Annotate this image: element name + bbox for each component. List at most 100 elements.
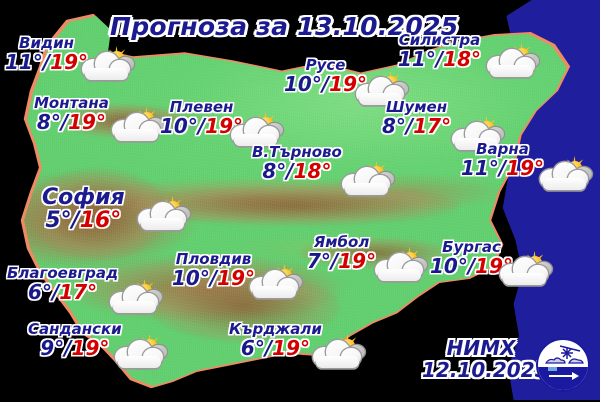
temp-separator: / bbox=[51, 279, 60, 304]
city-name: Русе bbox=[305, 56, 346, 74]
city-forecast: Шумен 8°/17° bbox=[382, 98, 452, 138]
temp-separator: / bbox=[435, 46, 444, 71]
city-forecast: В.Търново 8°/18° bbox=[252, 143, 342, 183]
city-name: Сандански bbox=[28, 320, 122, 338]
city-name: Кърджали bbox=[229, 320, 322, 338]
temp-max: 16° bbox=[79, 208, 122, 234]
ridge-rhodope bbox=[150, 272, 340, 342]
city-temperatures: 10°/19° bbox=[172, 265, 255, 290]
city-name: В.Търново bbox=[252, 143, 342, 161]
city-forecast: Кърджали 6°/19° bbox=[229, 320, 322, 360]
temp-min: 9° bbox=[40, 335, 65, 360]
temp-min: 8° bbox=[36, 109, 61, 134]
temp-min: 11° bbox=[398, 46, 436, 71]
temp-min: 11° bbox=[461, 155, 499, 180]
logo-glyphs bbox=[544, 345, 584, 380]
city-name: Силистра bbox=[398, 31, 481, 49]
issue-date: 12.10.2025 bbox=[422, 357, 549, 382]
temp-min: 10° bbox=[160, 113, 198, 138]
temp-separator: / bbox=[60, 109, 69, 134]
city-temperatures: 11°/19° bbox=[5, 49, 88, 74]
sun-behind-cloud-icon bbox=[313, 334, 365, 369]
temp-separator: / bbox=[71, 208, 80, 234]
city-temperatures: 5°/16° bbox=[42, 209, 125, 232]
cloud-base bbox=[359, 93, 402, 105]
sun-behind-cloud-icon bbox=[487, 43, 539, 78]
temp-min: 10° bbox=[172, 265, 210, 290]
city-temperatures: 6°/17° bbox=[7, 279, 118, 304]
city-forecast: Благоевград 6°/17° bbox=[7, 264, 119, 304]
city-temperatures: 8°/17° bbox=[382, 113, 452, 138]
cloud-base bbox=[141, 218, 184, 230]
city-forecast: Русе 10°/19° bbox=[284, 56, 367, 96]
city-forecast: Видин 11°/19° bbox=[5, 34, 88, 74]
city-forecast: Силистра 11°/18° bbox=[398, 31, 481, 71]
temp-max: 18° bbox=[443, 46, 481, 71]
temp-min: 10° bbox=[430, 253, 468, 278]
sun-behind-cloud-icon bbox=[82, 46, 134, 81]
cloud-base bbox=[85, 68, 128, 80]
city-temperatures: 7°/19° bbox=[307, 248, 376, 273]
temp-separator: / bbox=[286, 158, 294, 183]
city-name: Видин bbox=[19, 34, 74, 52]
city-temperatures: 11°/18° bbox=[398, 46, 481, 71]
cloud-base bbox=[455, 138, 498, 150]
sun-behind-cloud-icon bbox=[138, 196, 190, 231]
city-name: Пловдив bbox=[175, 250, 252, 268]
cloud-base bbox=[253, 286, 296, 298]
city-name: Шумен bbox=[385, 98, 448, 116]
temp-separator: / bbox=[264, 335, 273, 360]
city-temperatures: 10°/19° bbox=[284, 71, 367, 96]
cloud-base bbox=[503, 273, 546, 285]
city-temperatures: 8°/18° bbox=[252, 158, 342, 183]
city-name: Плевен bbox=[169, 98, 234, 116]
temp-min: 8° bbox=[262, 158, 287, 183]
city-forecast: Пловдив 10°/19° bbox=[172, 250, 255, 290]
temp-min: 11° bbox=[5, 49, 43, 74]
temp-separator: / bbox=[64, 335, 72, 360]
temp-max: 17° bbox=[413, 113, 452, 138]
temp-separator: / bbox=[498, 155, 507, 180]
temp-max: 19° bbox=[68, 109, 106, 134]
city-name: Монтана bbox=[34, 94, 109, 112]
city-forecast: Монтана 8°/19° bbox=[34, 94, 109, 134]
city-name: София bbox=[42, 185, 125, 210]
cloud-base bbox=[234, 134, 277, 146]
city-name: Варна bbox=[476, 140, 529, 158]
nimh-institute-logo-icon bbox=[536, 338, 590, 392]
footer-credit: НИМХ 12.10.2025 bbox=[422, 332, 592, 394]
temp-max: 19° bbox=[506, 155, 544, 180]
cloud-base bbox=[118, 356, 161, 368]
temp-max: 18° bbox=[293, 158, 332, 183]
temp-min: 5° bbox=[45, 208, 72, 234]
temp-max: 19° bbox=[71, 335, 110, 360]
sun-behind-cloud-icon bbox=[452, 116, 504, 151]
cloud-base bbox=[115, 129, 158, 141]
city-forecast: Бургас 10°/19° bbox=[430, 238, 513, 278]
temp-max: 19° bbox=[272, 335, 310, 360]
city-name: Ямбол bbox=[313, 233, 370, 251]
temp-separator: / bbox=[209, 265, 218, 290]
cloud-base bbox=[490, 65, 533, 77]
temp-min: 10° bbox=[284, 71, 322, 96]
city-name: Благоевград bbox=[7, 264, 119, 282]
cloud-base bbox=[113, 301, 156, 313]
city-temperatures: 6°/19° bbox=[229, 335, 322, 360]
temp-max: 19° bbox=[217, 265, 255, 290]
sun-behind-cloud-icon bbox=[110, 279, 162, 314]
city-temperatures: 8°/19° bbox=[34, 109, 109, 134]
temp-min: 6° bbox=[28, 279, 52, 304]
temp-separator: / bbox=[197, 113, 206, 138]
temp-separator: / bbox=[42, 49, 51, 74]
sun-behind-cloud-icon bbox=[112, 107, 164, 142]
sun-behind-cloud-icon bbox=[356, 71, 408, 106]
logo-water bbox=[538, 367, 588, 390]
city-temperatures: 11°/19° bbox=[461, 155, 544, 180]
sun-behind-cloud-icon bbox=[250, 264, 302, 299]
temp-min: 7° bbox=[307, 248, 331, 273]
temp-min: 6° bbox=[240, 335, 265, 360]
cloud-base bbox=[316, 356, 359, 368]
city-forecast: Варна 11°/19° bbox=[461, 140, 544, 180]
city-name: Бургас bbox=[442, 238, 501, 256]
